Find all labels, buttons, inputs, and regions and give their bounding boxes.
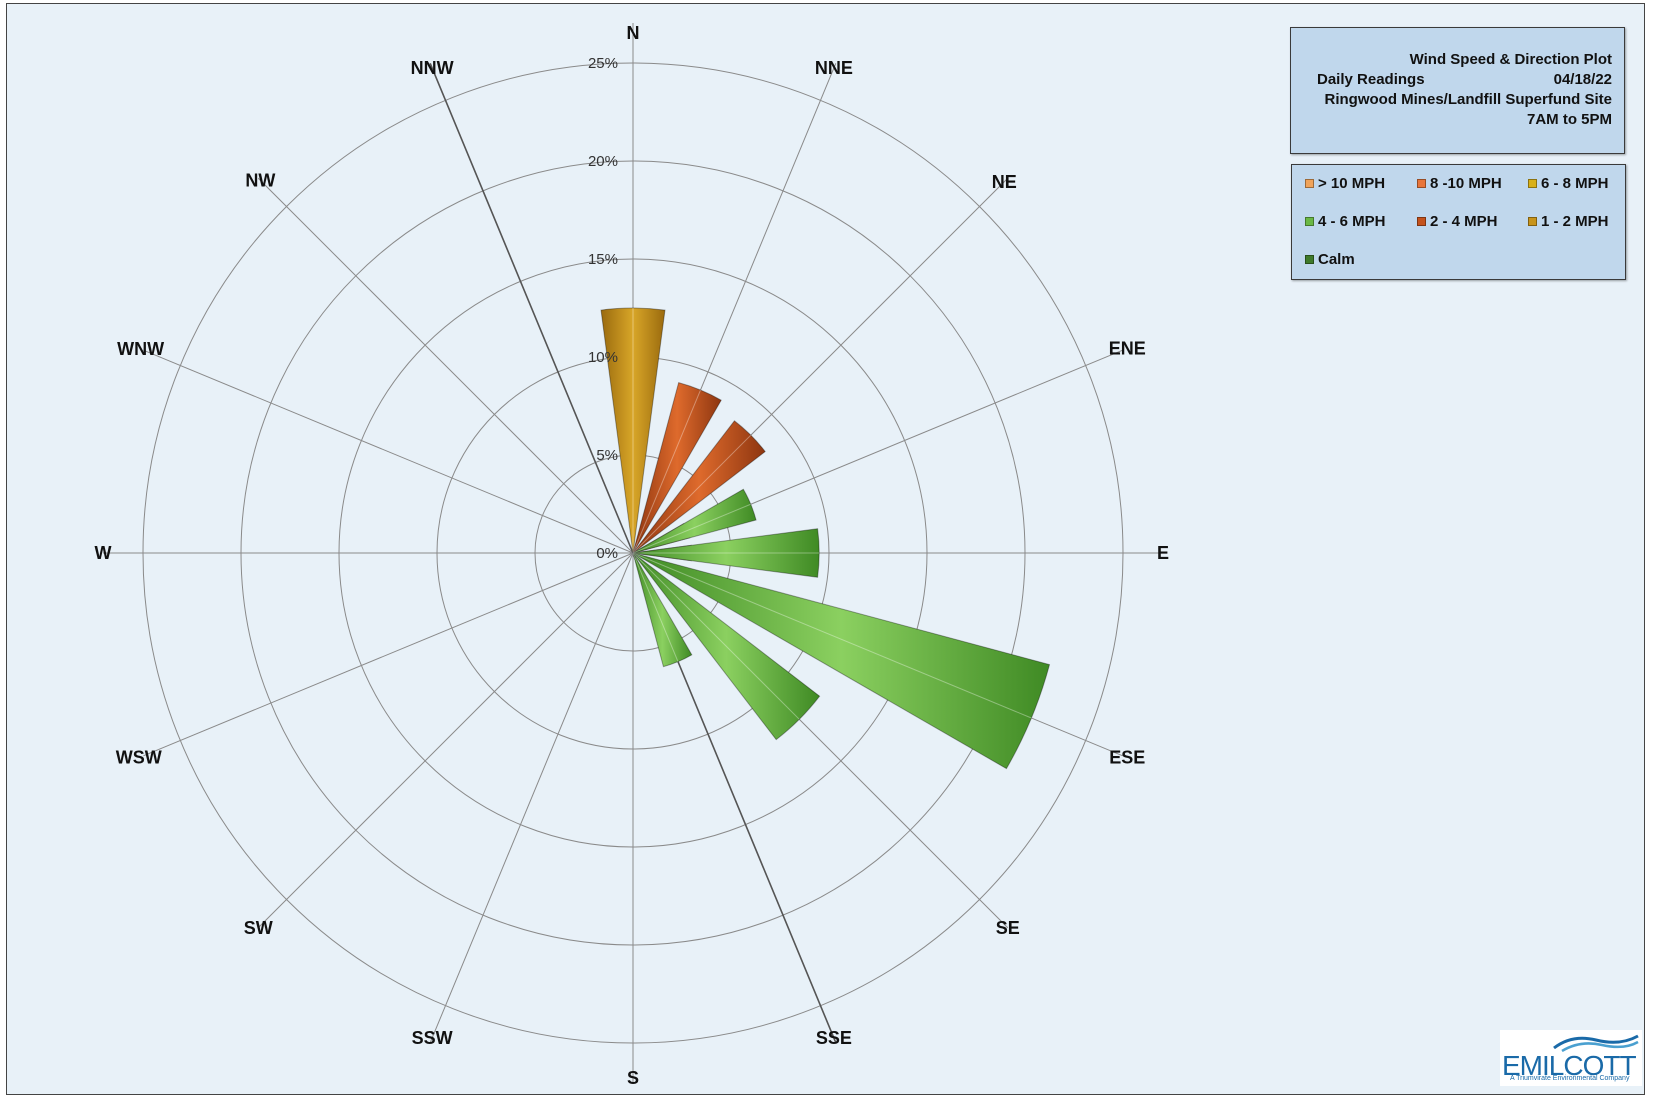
legend-swatch (1528, 217, 1537, 226)
direction-label: SW (244, 918, 273, 938)
chart-title-box: Wind Speed & Direction Plot Daily Readin… (1290, 27, 1625, 154)
legend-label: 4 - 6 MPH (1318, 213, 1386, 230)
radial-tick-label: 20% (588, 153, 618, 170)
direction-label: NNE (815, 58, 853, 78)
legend-label: 6 - 8 MPH (1541, 175, 1609, 192)
logo-wordmark: EMILCOTT (1502, 1050, 1637, 1081)
direction-label: WSW (116, 748, 162, 768)
wind-petal-shape (632, 552, 1051, 770)
direction-label: NE (992, 172, 1017, 192)
legend-swatch (1305, 255, 1314, 264)
wind-petal-shape (632, 381, 722, 554)
direction-label: NW (245, 170, 275, 190)
radial-tick-label: 25% (588, 55, 618, 72)
radial-tick-label: 10% (588, 349, 618, 366)
direction-label: WNW (117, 339, 164, 359)
legend-label: > 10 MPH (1318, 175, 1386, 192)
company-logo: EMILCOTT A Triumvirate Environmental Com… (1500, 1030, 1642, 1086)
direction-label: W (95, 543, 112, 563)
grid-spoke (143, 552, 634, 757)
wind-petal-shape (632, 528, 820, 578)
wind-petal-shape (632, 420, 766, 554)
legend-item: 8 -10 MPH (1417, 175, 1502, 192)
radial-tick-label: 5% (596, 447, 618, 464)
wind-petal (632, 552, 1051, 770)
wind-petal (632, 420, 766, 554)
wind-petal-highlight (632, 503, 751, 554)
direction-label: N (627, 23, 640, 43)
legend-swatch (1417, 179, 1426, 188)
direction-label: NNW (411, 58, 454, 78)
wind-petal-highlight (632, 552, 679, 662)
wind-petal (632, 381, 722, 554)
legend-swatch (1305, 217, 1314, 226)
legend-label: 8 -10 MPH (1430, 175, 1502, 192)
legend-label: Calm (1318, 251, 1355, 268)
wind-petal (632, 528, 820, 578)
chart-date: 04/18/22 (1553, 71, 1612, 88)
legend-item: 2 - 4 MPH (1417, 213, 1498, 230)
wind-petal-shape (600, 307, 666, 554)
direction-label: E (1157, 543, 1169, 563)
legend-item: Calm (1305, 251, 1355, 268)
grid-spoke (257, 552, 634, 929)
legend-item: 4 - 6 MPH (1305, 213, 1386, 230)
wind-petal (600, 307, 666, 554)
radial-tick-label: 15% (588, 251, 618, 268)
legend-swatch (1305, 179, 1314, 188)
wind-petal-shape (632, 552, 693, 668)
legend-swatch (1417, 217, 1426, 226)
wind-petal (632, 488, 757, 554)
direction-label: SE (996, 918, 1020, 938)
wind-petal (632, 552, 693, 668)
direction-label: SSE (816, 1028, 852, 1048)
wind-petal (632, 552, 821, 741)
grid-spoke (429, 552, 634, 1043)
legend-item: 1 - 2 MPH (1528, 213, 1609, 230)
direction-label: ENE (1109, 338, 1146, 358)
wind-petal-highlight (632, 389, 701, 554)
logo-tagline: A Triumvirate Environmental Company (1510, 1075, 1630, 1082)
site-name: Ringwood Mines/Landfill Superfund Site (1324, 91, 1613, 108)
legend-swatch (1528, 179, 1537, 188)
wind-petal-shape (632, 552, 821, 741)
wind-petal-highlight (632, 552, 1032, 719)
direction-label: S (627, 1068, 639, 1088)
chart-title: Wind Speed & Direction Plot (1409, 51, 1612, 68)
legend-label: 2 - 4 MPH (1430, 213, 1498, 230)
wind-petal-highlight (632, 552, 800, 720)
direction-label: SSW (412, 1028, 453, 1048)
legend-item: > 10 MPH (1305, 175, 1385, 192)
direction-label: ESE (1109, 748, 1145, 768)
grid-spoke (143, 349, 634, 554)
legend: > 10 MPH 8 -10 MPH 6 - 8 MPH 4 - 6 MPH 2… (1291, 164, 1626, 280)
logo-waves-icon (1553, 1034, 1639, 1052)
grid-spoke (257, 177, 634, 554)
wind-petal-shape (632, 488, 757, 554)
radial-tick-label: 0% (596, 545, 618, 562)
time-range: 7AM to 5PM (1526, 111, 1612, 128)
chart-subtitle: Daily Readings (1317, 71, 1425, 88)
legend-label: 1 - 2 MPH (1541, 213, 1609, 230)
grid-spoke (429, 63, 634, 554)
wind-petal-highlight (632, 434, 752, 554)
legend-item: 6 - 8 MPH (1528, 175, 1609, 192)
